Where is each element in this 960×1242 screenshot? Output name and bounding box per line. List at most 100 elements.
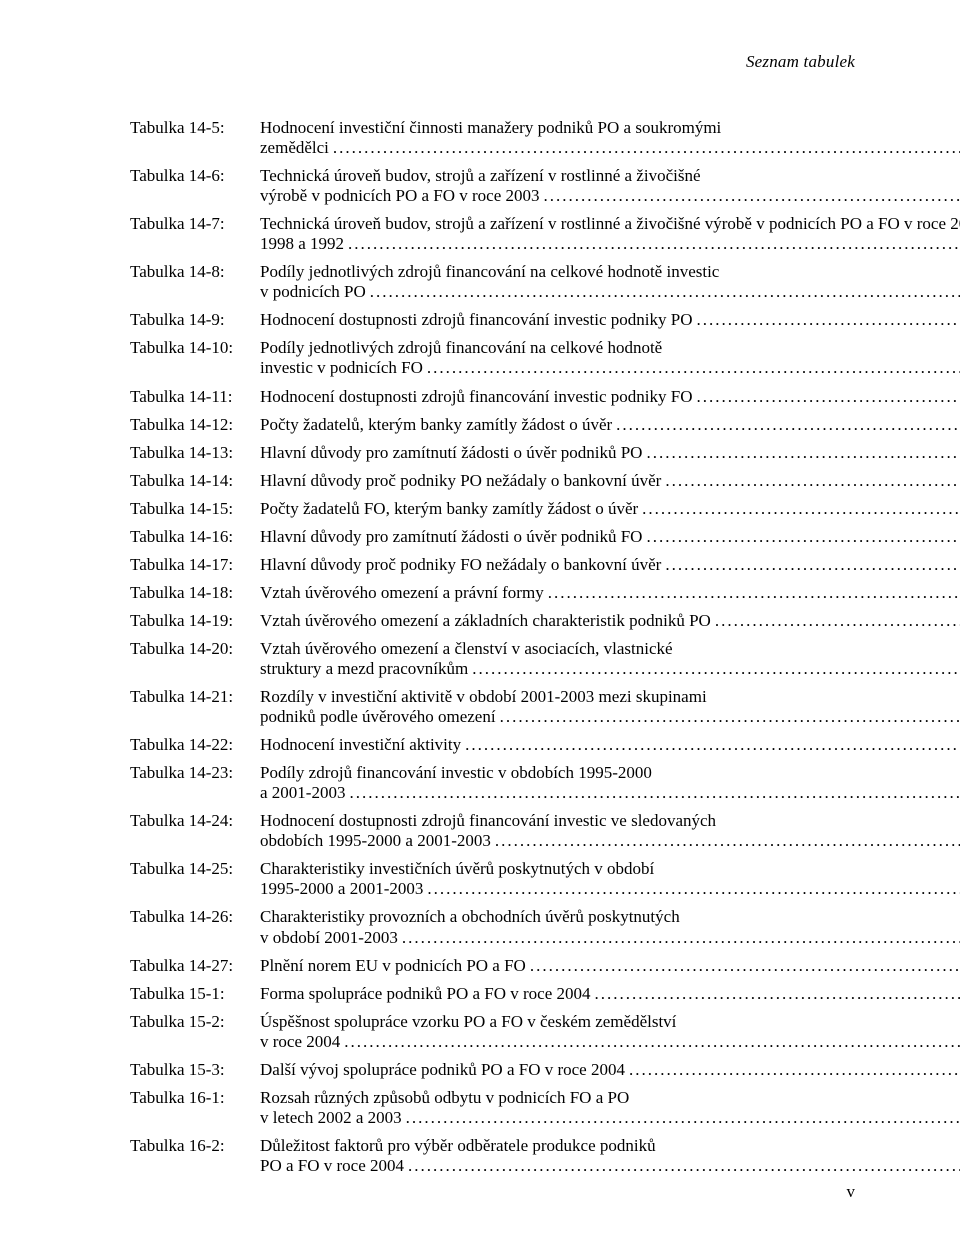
toc-entry: Tabulka 16-2:Důležitost faktorů pro výbě… [130, 1136, 855, 1176]
toc-entry: Tabulka 15-3:Další vývoj spolupráce podn… [130, 1060, 855, 1080]
running-head: Seznam tabulek [130, 52, 855, 72]
toc-entry: Tabulka 14-18:Vztah úvěrového omezení a … [130, 583, 855, 603]
toc-entry-title-last-line: Další vývoj spolupráce podniků PO a FO v… [260, 1060, 960, 1080]
row-gap [130, 1178, 855, 1184]
toc-entry-title-last: zemědělci [260, 138, 329, 158]
toc-entry-label: Tabulka 14-22: [130, 735, 260, 755]
toc-entry-label: Tabulka 14-9: [130, 310, 260, 330]
toc-entry-title-last: Plnění norem EU v podnicích PO a FO [260, 956, 526, 976]
dot-leader [629, 1060, 960, 1077]
toc-entry: Tabulka 14-23:Podíly zdrojů financování … [130, 763, 855, 803]
toc-entry-title-last: 1995-2000 a 2001-2003 [260, 879, 423, 899]
dot-leader [333, 138, 960, 155]
toc-entry-title-last: Počty žadatelů FO, kterým banky zamítly … [260, 499, 638, 519]
toc-entry-title-pre: Vztah úvěrového omezení a členství v aso… [260, 639, 960, 659]
toc-entry-title-last-line: Vztah úvěrového omezení a základních cha… [260, 611, 960, 631]
toc-entry-body: Technická úroveň budov, strojů a zařízen… [260, 214, 960, 254]
toc-entry-label: Tabulka 14-27: [130, 956, 260, 976]
dot-leader [665, 471, 960, 488]
toc-entry-title-last-line: v roce 2004104 [260, 1032, 960, 1052]
toc-entry-title-last: obdobích 1995-2000 a 2001-2003 [260, 831, 491, 851]
toc-entry: Tabulka 14-9:Hodnocení dostupnosti zdroj… [130, 310, 855, 330]
toc-entry-label: Tabulka 14-10: [130, 338, 260, 358]
page: Seznam tabulek Tabulka 14-5:Hodnocení in… [0, 0, 960, 1242]
toc-entry: Tabulka 14-6:Technická úroveň budov, str… [130, 166, 855, 206]
dot-leader [646, 527, 960, 544]
toc-entry-label: Tabulka 14-25: [130, 859, 260, 879]
toc-entry-label: Tabulka 14-6: [130, 166, 260, 186]
toc-entry-title-last: Hodnocení investiční aktivity [260, 735, 461, 755]
toc-entry-title-last: 1998 a 1992 [260, 234, 344, 254]
toc-entry-title-last: struktury a mezd pracovníkům [260, 659, 468, 679]
toc-entry-title-pre: Podíly zdrojů financování investic v obd… [260, 763, 960, 783]
dot-leader [548, 583, 960, 600]
toc-entry-title-last-line: Počty žadatelů FO, kterým banky zamítly … [260, 499, 960, 519]
toc-entry-title-last-line: zemědělci82 [260, 138, 960, 158]
toc-entry: Tabulka 14-8:Podíly jednotlivých zdrojů … [130, 262, 855, 302]
dot-leader [472, 659, 960, 676]
toc-entry-body: Hodnocení investiční aktivity96 [260, 735, 960, 755]
toc-entry-body: Vztah úvěrového omezení a základních cha… [260, 611, 960, 631]
toc-entry-label: Tabulka 14-20: [130, 639, 260, 659]
toc-entry-title-last: Hodnocení dostupnosti zdrojů financování… [260, 387, 693, 407]
dot-leader [697, 310, 960, 327]
toc-entry-body: Počty žadatelů FO, kterým banky zamítly … [260, 499, 960, 519]
toc-entry-body: Hodnocení dostupnosti zdrojů financování… [260, 387, 960, 407]
toc-entry: Tabulka 14-26:Charakteristiky provozních… [130, 907, 855, 947]
toc-entry-title-last-line: v letech 2002 a 2003109 [260, 1108, 960, 1128]
dot-leader [616, 415, 960, 432]
toc-entry-body: Podíly zdrojů financování investic v obd… [260, 763, 960, 803]
dot-leader [544, 186, 960, 203]
toc-entry-label: Tabulka 14-11: [130, 387, 260, 407]
toc-entry-title-last-line: výrobě v podnicích PO a FO v roce 200383 [260, 186, 960, 206]
toc-entry-label: Tabulka 14-26: [130, 907, 260, 927]
toc-entry-body: Vztah úvěrového omezení a členství v aso… [260, 639, 960, 679]
toc-entry-title-last-line: Hodnocení dostupnosti zdrojů financování… [260, 387, 960, 407]
toc-entry: Tabulka 14-25:Charakteristiky investiční… [130, 859, 855, 899]
toc-entry-title-last: podniků podle úvěrového omezení [260, 707, 496, 727]
toc-entry-body: Úspěšnost spolupráce vzorku PO a FO v če… [260, 1012, 960, 1052]
toc-entry-title-last: Hlavní důvody pro zamítnutí žádosti o úv… [260, 443, 642, 463]
toc-entry-title-last: Vztah úvěrového omezení a základních cha… [260, 611, 711, 631]
toc-entry-title-last-line: 1995-2000 a 2001-200398 [260, 879, 960, 899]
toc-entry: Tabulka 14-10:Podíly jednotlivých zdrojů… [130, 338, 855, 378]
toc-entry-title-pre: Důležitost faktorů pro výběr odběratele … [260, 1136, 960, 1156]
dot-leader [697, 387, 960, 404]
toc-entry-label: Tabulka 15-1: [130, 984, 260, 1004]
toc-entry: Tabulka 14-12:Počty žadatelů, kterým ban… [130, 415, 855, 435]
toc-entry-label: Tabulka 14-17: [130, 555, 260, 575]
dot-leader [408, 1156, 960, 1173]
dot-leader [349, 783, 960, 800]
toc-entry-title-pre: Technická úroveň budov, strojů a zařízen… [260, 214, 960, 234]
toc-entry-title-last-line: Hlavní důvody pro zamítnutí žádosti o úv… [260, 527, 960, 547]
toc-entry-title-last-line: Forma spolupráce podniků PO a FO v roce … [260, 984, 960, 1004]
toc-entry-title-last: Hlavní důvody proč podniky PO nežádaly o… [260, 471, 661, 491]
toc-entry-body: Forma spolupráce podniků PO a FO v roce … [260, 984, 960, 1004]
toc-entry-body: Vztah úvěrového omezení a právní formy92 [260, 583, 960, 603]
toc-entry: Tabulka 15-1:Forma spolupráce podniků PO… [130, 984, 855, 1004]
toc-entry-title-last: Hlavní důvody proč podniky FO nežádaly o… [260, 555, 661, 575]
toc-entry-body: Podíly jednotlivých zdrojů financování n… [260, 262, 960, 302]
toc-entry: Tabulka 14-15:Počty žadatelů FO, kterým … [130, 499, 855, 519]
toc-entry-title-pre: Rozsah různých způsobů odbytu v podnicíc… [260, 1088, 960, 1108]
toc-entry: Tabulka 14-21:Rozdíly v investiční aktiv… [130, 687, 855, 727]
toc-entry: Tabulka 14-22:Hodnocení investiční aktiv… [130, 735, 855, 755]
toc-entry-title-pre: Hodnocení investiční činnosti manažery p… [260, 118, 960, 138]
dot-leader [370, 282, 960, 299]
toc-entry: Tabulka 14-16:Hlavní důvody pro zamítnut… [130, 527, 855, 547]
toc-entry-label: Tabulka 14-16: [130, 527, 260, 547]
toc-entry-title-last: Počty žadatelů, kterým banky zamítly žád… [260, 415, 612, 435]
toc-entry-title-last-line: 1998 a 199283 [260, 234, 960, 254]
toc-entry: Tabulka 14-24:Hodnocení dostupnosti zdro… [130, 811, 855, 851]
table-of-contents: Tabulka 14-5:Hodnocení investiční činnos… [130, 118, 855, 1184]
toc-entry-title-last-line: PO a FO v roce 2004109 [260, 1156, 960, 1176]
toc-entry-title-pre: Rozdíly v investiční aktivitě v období 2… [260, 687, 960, 707]
toc-entry: Tabulka 14-13:Hlavní důvody pro zamítnut… [130, 443, 855, 463]
toc-entry-label: Tabulka 14-18: [130, 583, 260, 603]
toc-entry-title-last-line: Hodnocení investiční aktivity96 [260, 735, 960, 755]
toc-entry-label: Tabulka 14-8: [130, 262, 260, 282]
toc-entry-title-last-line: struktury a mezd pracovníkům94 [260, 659, 960, 679]
toc-entry-title-last-line: Hlavní důvody proč podniky FO nežádaly o… [260, 555, 960, 575]
toc-entry-body: Rozdíly v investiční aktivitě v období 2… [260, 687, 960, 727]
toc-entry: Tabulka 14-27:Plnění norem EU v podnicíc… [130, 956, 855, 976]
